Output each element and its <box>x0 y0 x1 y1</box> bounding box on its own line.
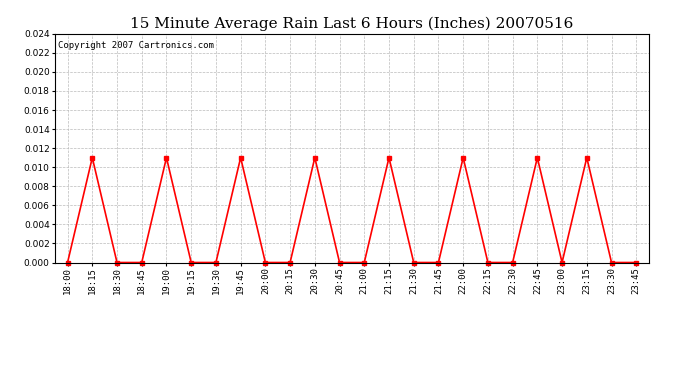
Title: 15 Minute Average Rain Last 6 Hours (Inches) 20070516: 15 Minute Average Rain Last 6 Hours (Inc… <box>130 17 573 31</box>
Text: Copyright 2007 Cartronics.com: Copyright 2007 Cartronics.com <box>58 40 214 50</box>
